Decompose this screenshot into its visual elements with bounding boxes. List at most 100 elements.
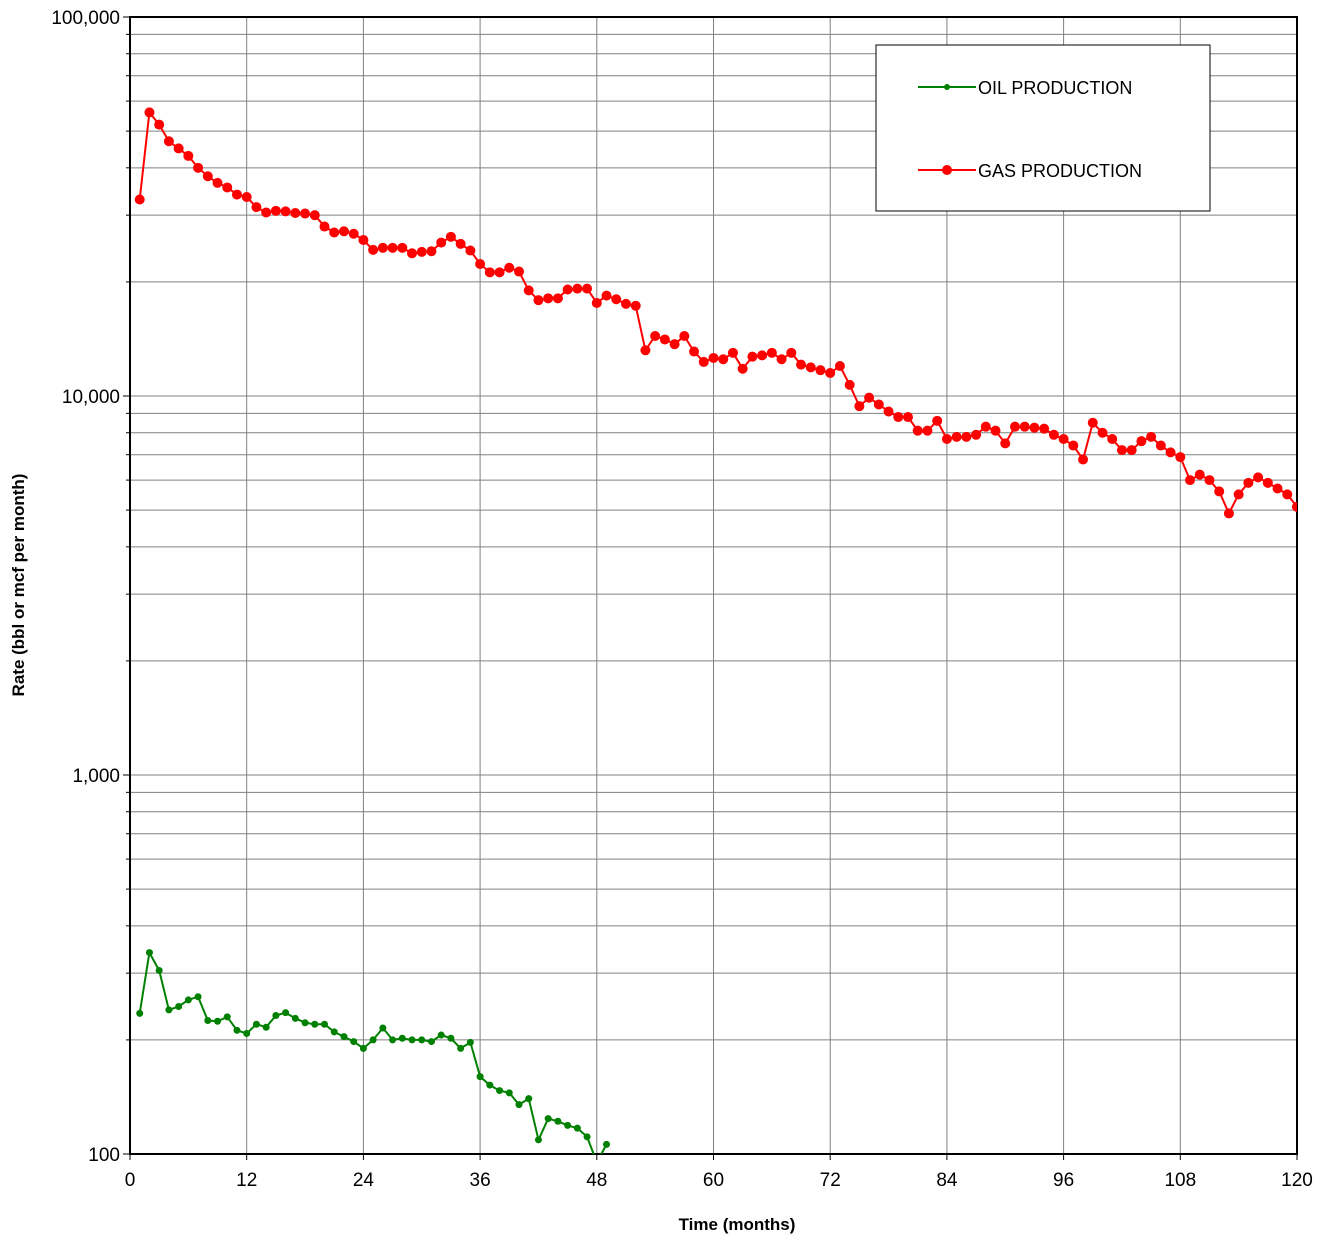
gas-data-point (815, 365, 826, 376)
legend-gas-label: GAS PRODUCTION (978, 161, 1142, 181)
gas-data-point (883, 406, 894, 417)
oil-data-point (214, 1017, 222, 1025)
oil-data-point (437, 1031, 445, 1039)
gas-data-point (834, 360, 845, 371)
gas-data-point (727, 347, 738, 358)
gas-data-point (1155, 440, 1166, 451)
gas-data-point (183, 150, 194, 161)
gas-data-point (426, 246, 437, 257)
gas-data-point (241, 192, 252, 203)
oil-data-point (136, 1009, 144, 1017)
gas-data-point (854, 401, 865, 412)
gas-data-point (796, 359, 807, 370)
oil-data-point (525, 1095, 533, 1103)
gas-data-point (261, 207, 272, 218)
gas-data-point (270, 205, 281, 216)
gas-data-point (932, 415, 943, 426)
gas-data-point (173, 143, 184, 154)
oil-data-point (427, 1038, 435, 1046)
oil-data-point (291, 1014, 299, 1022)
gas-data-point (1087, 417, 1098, 428)
gas-data-point (669, 339, 680, 350)
gas-data-point (1282, 489, 1293, 500)
gas-data-point (757, 350, 768, 361)
oil-data-point (252, 1020, 260, 1028)
gas-data-point (455, 238, 466, 249)
gas-data-point (514, 266, 524, 277)
gas-data-point (1136, 436, 1147, 447)
x-tick-label: 24 (353, 1170, 375, 1191)
gas-data-point (484, 267, 495, 278)
gas-data-point (202, 171, 213, 182)
gas-data-point (319, 221, 330, 232)
gas-data-point (445, 231, 456, 242)
oil-data-point (583, 1133, 591, 1141)
gas-data-point (533, 295, 544, 306)
gas-data-point (1292, 501, 1297, 512)
gas-data-point (1262, 477, 1273, 488)
y-tick-label: 100 (88, 1145, 120, 1166)
oil-data-point (564, 1121, 572, 1129)
gas-data-point (543, 293, 554, 304)
oil-data-point (321, 1020, 328, 1028)
oil-data-point (379, 1024, 387, 1032)
gas-data-point (591, 297, 602, 308)
gas-data-point (300, 208, 311, 219)
gas-data-point (1068, 440, 1079, 451)
oil-data-point (447, 1034, 455, 1042)
x-axis-title: Time (months) (679, 1215, 796, 1234)
gas-data-point (309, 210, 320, 221)
y-axis-title: Rate (bbl or mcf per month) (9, 474, 28, 697)
y-tick-label: 1,000 (72, 766, 120, 787)
gas-data-point (903, 412, 913, 423)
oil-data-point (466, 1038, 474, 1046)
gas-data-point (193, 162, 204, 173)
gas-data-point (961, 431, 972, 442)
oil-data-point (515, 1101, 523, 1109)
gas-data-point (504, 262, 515, 273)
oil-data-point (282, 1009, 290, 1017)
gas-data-point (1009, 421, 1020, 432)
x-tick-label: 60 (703, 1170, 724, 1191)
gas-data-point (805, 362, 816, 373)
gas-data-point (1116, 445, 1127, 456)
gas-data-point (912, 425, 923, 436)
gas-data-point (630, 300, 641, 311)
x-tick-label: 72 (820, 1170, 841, 1191)
gas-data-point (1165, 447, 1176, 458)
oil-production-series (136, 949, 611, 1154)
gas-data-point (1175, 452, 1186, 463)
gas-data-point (825, 367, 836, 378)
gas-data-point (465, 245, 476, 256)
oil-data-point (311, 1020, 319, 1028)
legend: OIL PRODUCTION GAS PRODUCTION (875, 44, 1211, 212)
gas-data-point (1019, 421, 1030, 432)
x-tick-label: 12 (236, 1170, 257, 1191)
oil-data-point (272, 1011, 280, 1019)
oil-data-point (389, 1036, 397, 1044)
x-tick-label: 48 (586, 1170, 607, 1191)
gas-data-point (1243, 477, 1254, 488)
gas-data-point (338, 226, 349, 237)
gas-data-point (572, 283, 583, 294)
gas-data-point (397, 242, 408, 253)
gas-data-point (650, 330, 661, 341)
gas-data-point (844, 379, 855, 390)
gas-data-point (222, 182, 233, 193)
x-tick-label: 0 (125, 1170, 136, 1191)
oil-data-point (145, 949, 153, 957)
gas-data-point (290, 207, 301, 218)
gas-data-point (941, 434, 952, 445)
oil-data-point (418, 1036, 426, 1044)
oil-data-point (175, 1003, 183, 1011)
gas-data-point (368, 244, 379, 255)
oil-data-point (330, 1028, 338, 1036)
gas-data-point (562, 284, 573, 295)
gas-data-point (1107, 434, 1118, 445)
y-tick-label: 100,000 (51, 8, 120, 29)
oil-data-point (534, 1136, 542, 1144)
gas-data-point (163, 136, 174, 147)
legend-oil-label: OIL PRODUCTION (978, 78, 1132, 98)
oil-data-point (340, 1033, 348, 1041)
gas-data-point (689, 346, 700, 357)
